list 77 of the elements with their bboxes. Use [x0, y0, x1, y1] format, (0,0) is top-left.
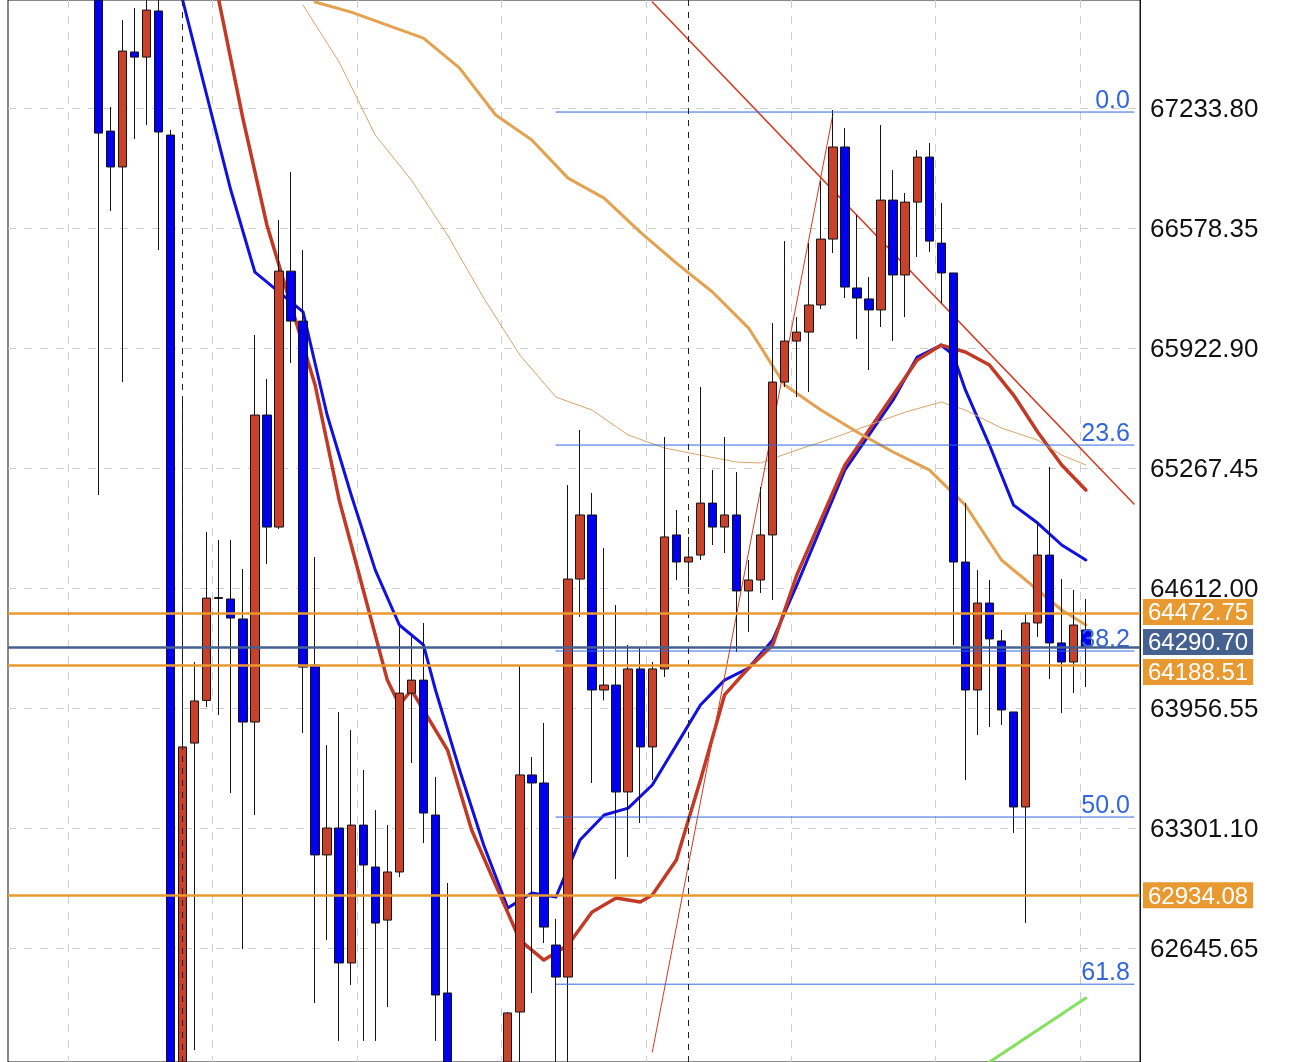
- candlestick: [322, 744, 332, 941]
- candlestick: [876, 124, 886, 328]
- candlestick: [696, 386, 705, 561]
- candlestick: [636, 646, 645, 824]
- candlestick: [1045, 466, 1054, 680]
- candlestick: [732, 471, 741, 653]
- candlestick: [708, 469, 717, 546]
- candlestick: [395, 626, 404, 878]
- candlestick: [961, 502, 970, 781]
- candlestick: [407, 636, 416, 764]
- candlestick: [1009, 711, 1018, 834]
- candlestick: [190, 661, 199, 1051]
- candlestick: [804, 242, 814, 393]
- candlestick: [539, 722, 549, 944]
- series-label: 50.0: [1081, 789, 1130, 818]
- y-tick-label: 63956.55: [1150, 693, 1259, 724]
- candlestick: [780, 240, 789, 388]
- y-tick-label: 65267.45: [1150, 453, 1259, 484]
- candlestick: [347, 729, 356, 986]
- series-label: 0.0: [1095, 84, 1130, 113]
- candlestick: [599, 547, 609, 701]
- candlestick: [298, 249, 308, 734]
- candlestick: [359, 769, 368, 1042]
- candlestick: [274, 219, 284, 530]
- candlestick: [660, 436, 669, 678]
- candlestick: [684, 536, 693, 588]
- candlestick: [925, 142, 934, 253]
- candlestick: [575, 429, 585, 618]
- candlestick: [768, 322, 777, 601]
- y-tick-label: 62645.65: [1150, 933, 1259, 964]
- series-label: 61.8: [1081, 956, 1130, 985]
- candlestick: [937, 202, 946, 304]
- candlestick: [587, 492, 597, 784]
- candlestick: [130, 7, 139, 140]
- candlestick: [334, 711, 344, 1042]
- candlestick: [1033, 522, 1042, 638]
- y-tick-label: 63301.10: [1150, 813, 1259, 844]
- series-label: 23.6: [1081, 417, 1130, 446]
- candlestick: [840, 127, 850, 299]
- candlestick: [672, 509, 681, 581]
- candlestick: [383, 824, 392, 1008]
- ref-line-label: 64188.51: [1148, 658, 1249, 686]
- candlestick: [888, 169, 898, 342]
- candlestick: [623, 644, 633, 858]
- candlestick: [744, 559, 753, 633]
- y-tick-label: 67233.80: [1150, 93, 1259, 124]
- candlestick: [816, 180, 826, 310]
- candlestick: [202, 531, 211, 708]
- candlestick: [118, 19, 127, 383]
- candlestick: [792, 316, 801, 398]
- candlestick: [310, 556, 320, 1004]
- candlestick: [864, 276, 874, 371]
- candlestick: [214, 539, 223, 716]
- candlestick: [756, 486, 765, 594]
- candlestick: [900, 192, 910, 318]
- candlestick: [985, 579, 994, 728]
- candlestick: [262, 378, 272, 565]
- candlestick: [527, 756, 537, 994]
- candlestick: [419, 622, 428, 844]
- candlestick: [1021, 612, 1030, 924]
- candlestick: [913, 149, 922, 258]
- candlestick: [852, 214, 862, 340]
- candlestick: [611, 604, 621, 880]
- y-tick-label: 66578.35: [1150, 213, 1259, 244]
- candlestick: [238, 568, 248, 950]
- candlestick: [949, 272, 958, 646]
- ref-line-label: 64290.70: [1148, 628, 1249, 656]
- candlestick: [250, 334, 260, 816]
- candlestick: [106, 106, 115, 212]
- y-tick-label: 65922.90: [1150, 333, 1259, 364]
- candlestick: [431, 776, 440, 1042]
- candlestick: [286, 171, 296, 364]
- candlestick: [226, 539, 235, 794]
- candlestick: [648, 661, 657, 781]
- candlestick: [720, 436, 729, 554]
- candlestick: [371, 809, 380, 1042]
- ref-line-label: 62934.08: [1148, 881, 1249, 909]
